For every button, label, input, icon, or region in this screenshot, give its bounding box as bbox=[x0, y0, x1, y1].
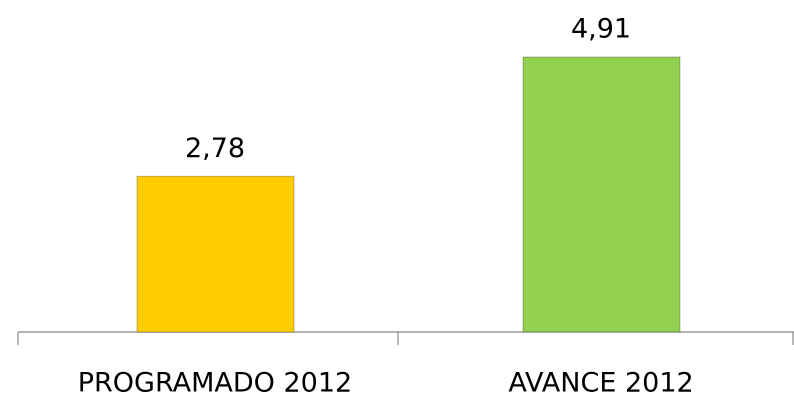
data-label: 2,78 bbox=[185, 133, 245, 164]
data-label: 4,91 bbox=[571, 14, 631, 45]
x-tick-label: PROGRAMADO 2012 bbox=[78, 368, 352, 399]
x-tick-label: AVANCE 2012 bbox=[508, 368, 693, 399]
bar bbox=[136, 175, 295, 333]
bar bbox=[522, 56, 681, 333]
